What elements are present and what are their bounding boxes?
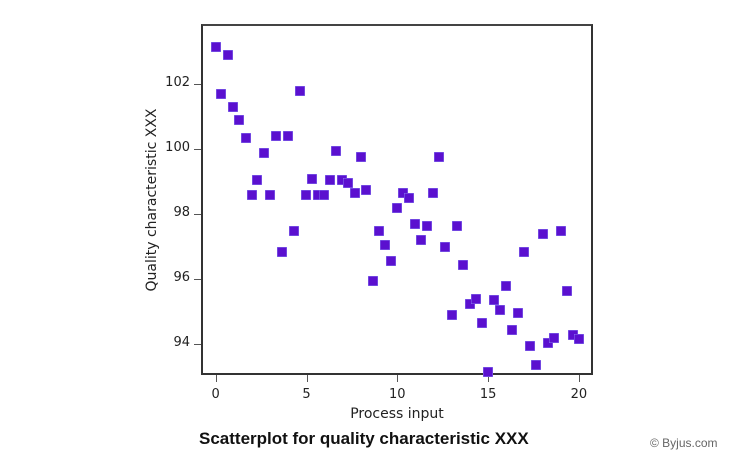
data-point-marker	[531, 360, 541, 370]
y-tick	[194, 84, 201, 86]
data-point-marker	[549, 333, 559, 343]
data-point-marker	[568, 330, 578, 340]
data-point-marker	[434, 152, 444, 162]
y-axis-label: Quality characteristic XXX	[144, 108, 160, 292]
x-tick-label: 20	[570, 387, 588, 402]
data-point-marker	[265, 190, 275, 200]
data-point-marker	[325, 175, 335, 185]
data-point-marker	[343, 178, 353, 188]
data-point-marker	[471, 294, 481, 304]
data-point-marker	[525, 341, 535, 351]
data-point-marker	[422, 221, 432, 231]
data-point-marker	[416, 235, 426, 245]
data-point-marker	[374, 226, 384, 236]
x-tick-label: 5	[302, 387, 311, 402]
y-tick-label: 102	[165, 75, 190, 91]
data-point-marker	[477, 318, 487, 328]
data-point-marker	[440, 242, 450, 252]
x-tick-label: 10	[389, 387, 406, 402]
data-point-marker	[216, 89, 226, 99]
data-point-marker	[252, 175, 262, 185]
chart-title: Scatterplot for quality characteristic X…	[199, 429, 529, 448]
data-point-marker	[562, 286, 572, 296]
data-point-marker	[513, 308, 523, 318]
data-point-marker	[259, 148, 269, 158]
data-point-marker	[277, 247, 287, 257]
data-point-marker	[465, 299, 475, 309]
x-tick	[215, 375, 217, 382]
data-point-marker	[447, 310, 457, 320]
data-point-marker	[410, 219, 420, 229]
data-point-marker	[538, 229, 548, 239]
data-point-marker	[223, 50, 232, 60]
data-point-marker	[228, 102, 238, 112]
data-point-marker	[211, 42, 221, 52]
data-point-marker	[368, 276, 378, 286]
x-tick	[306, 375, 308, 382]
data-point-marker	[319, 190, 329, 200]
data-point-marker	[289, 226, 299, 236]
data-point-marker	[404, 193, 414, 203]
data-point-marker	[428, 188, 438, 198]
data-point-marker	[301, 190, 311, 200]
y-tick	[194, 149, 201, 151]
data-point-marker	[247, 190, 257, 200]
data-point-marker	[234, 115, 244, 125]
data-point-marker	[295, 86, 305, 96]
data-point-marker	[380, 240, 390, 250]
x-tick	[397, 375, 399, 382]
y-tick-label: 98	[173, 205, 190, 221]
x-tick	[488, 375, 490, 382]
data-point-marker	[271, 131, 281, 141]
x-tick-label: 0	[211, 387, 220, 402]
data-point-marker	[574, 334, 584, 344]
y-tick-label: 100	[165, 140, 190, 156]
data-point-marker	[483, 367, 493, 377]
data-point-marker	[452, 221, 462, 231]
data-point-marker	[489, 295, 499, 305]
data-point-marker	[458, 260, 468, 270]
y-tick	[194, 279, 201, 281]
data-point-marker	[398, 188, 408, 198]
y-tick	[194, 344, 201, 346]
data-point-marker	[313, 190, 323, 200]
data-point-marker	[501, 281, 511, 291]
x-tick	[578, 375, 580, 382]
y-tick-label: 96	[173, 270, 190, 286]
y-tick-label: 94	[173, 335, 190, 351]
data-point-marker	[392, 203, 402, 213]
data-point-marker	[337, 175, 347, 185]
data-point-marker	[283, 131, 293, 141]
data-point-marker	[519, 247, 529, 257]
data-point-marker	[361, 185, 371, 195]
data-point-marker	[495, 305, 505, 315]
data-point-marker	[241, 133, 251, 143]
y-tick	[194, 214, 201, 216]
x-axis-label: Process input	[350, 406, 444, 422]
data-point-marker	[356, 152, 366, 162]
data-point-marker	[543, 338, 553, 348]
plot-area	[201, 24, 593, 375]
data-point-marker	[507, 325, 517, 335]
data-point-marker	[556, 226, 566, 236]
x-tick-label: 15	[479, 387, 497, 402]
data-point-marker	[331, 146, 341, 156]
copyright-credit: © Byjus.com	[650, 436, 718, 450]
data-point-marker	[350, 188, 360, 198]
data-point-marker	[386, 256, 396, 266]
data-point-marker	[307, 174, 317, 184]
